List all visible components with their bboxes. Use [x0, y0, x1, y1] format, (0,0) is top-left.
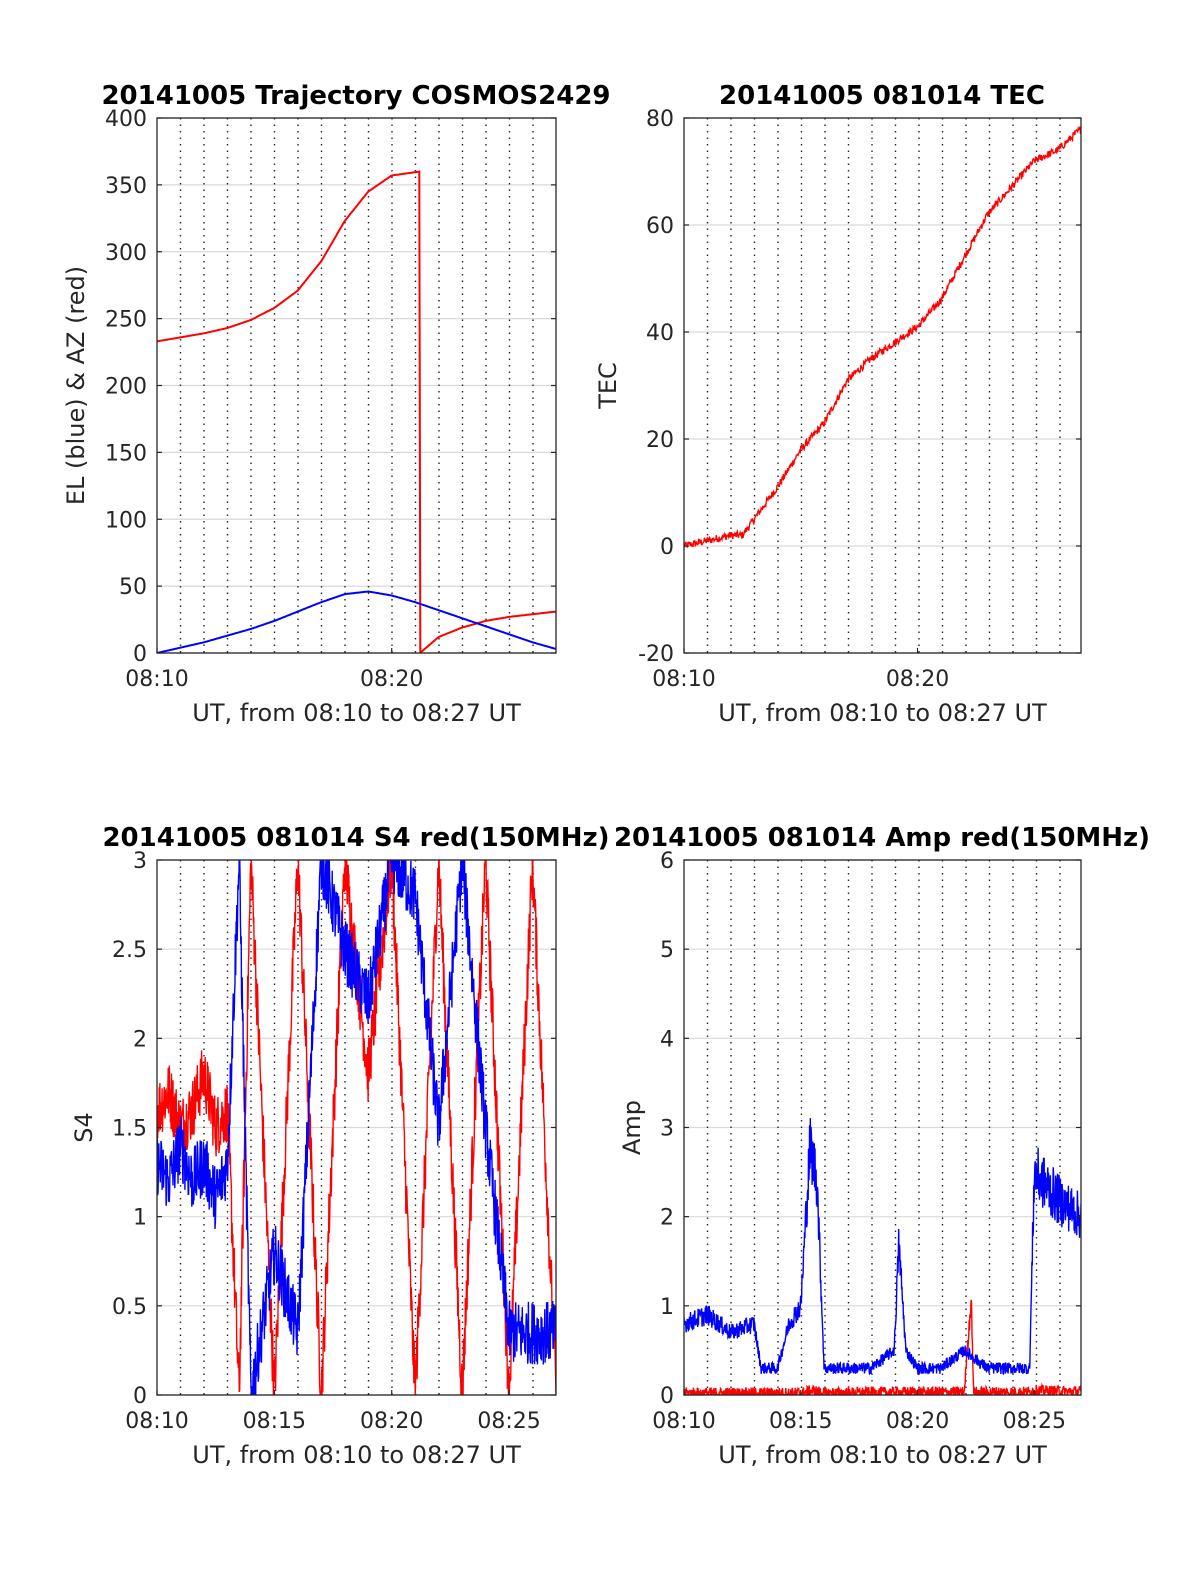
y-tick-label: 2 [660, 1206, 674, 1231]
series-line-1 [684, 125, 1081, 548]
x-tick-label: 08:25 [1003, 1409, 1066, 1434]
x-axis-label: UT, from 08:10 to 08:27 UT [718, 1441, 1047, 1469]
series-line-2 [157, 860, 556, 1395]
y-tick-label: 0 [133, 642, 147, 667]
series-line-2 [157, 590, 556, 653]
y-tick-label: 1.5 [112, 1117, 147, 1142]
y-tick-label: 60 [646, 214, 674, 239]
y-tick-label: 250 [105, 308, 147, 333]
y-axis-label: EL (blue) & AZ (red) [62, 266, 90, 505]
y-tick-label: 150 [105, 441, 147, 466]
y-tick-label: 2.5 [112, 938, 147, 963]
chart-title: 20141005 081014 Amp red(150MHz) [614, 823, 1150, 853]
x-tick-label: 08:15 [243, 1409, 306, 1434]
y-tick-label: 2 [133, 1027, 147, 1052]
y-tick-label: 20 [646, 428, 674, 453]
y-tick-label: 50 [119, 575, 147, 600]
x-tick-label: 08:20 [360, 1409, 423, 1434]
y-tick-label: 100 [105, 508, 147, 533]
y-tick-label: 200 [105, 375, 147, 400]
x-axis-label: UT, from 08:10 to 08:27 UT [192, 699, 521, 727]
chart-title: 20141005 081014 TEC [719, 81, 1045, 111]
y-tick-label: 0 [133, 1384, 147, 1409]
y-tick-label: 4 [660, 1027, 674, 1052]
series-line-2 [684, 1118, 1081, 1376]
y-tick-label: 300 [105, 241, 147, 266]
y-tick-label: 6 [660, 849, 674, 874]
chart-panel-4: 0 1 2 3 4 5 6 08:10 08:15 08:20 08:25 20141005 0810… [614, 823, 1150, 1469]
y-tick-label: 80 [646, 107, 674, 132]
plot-frame [683, 117, 1082, 654]
y-tick-label: 0 [660, 535, 674, 560]
x-tick-label: 08:10 [652, 667, 715, 692]
x-axis-label: UT, from 08:10 to 08:27 UT [718, 699, 1047, 727]
x-tick-label: 08:10 [125, 667, 188, 692]
x-axis-label: UT, from 08:10 to 08:27 UT [192, 1441, 521, 1469]
chart-panel-2: -20 0 20 40 60 80 08:10 08:20 20141005 081014 TE… [594, 81, 1082, 727]
x-tick-label: 08:20 [886, 1409, 949, 1434]
y-tick-label: 1 [133, 1206, 147, 1231]
x-tick-label: 08:20 [886, 667, 949, 692]
y-tick-label: 3 [133, 849, 147, 874]
y-tick-label: -20 [638, 642, 674, 667]
x-tick-label: 08:10 [652, 1409, 715, 1434]
y-tick-label: 1 [660, 1295, 674, 1320]
chart-title: 20141005 Trajectory COSMOS2429 [101, 81, 610, 111]
x-tick-label: 08:25 [477, 1409, 540, 1434]
y-tick-label: 400 [105, 107, 147, 132]
y-axis-label: TEC [594, 362, 622, 410]
y-tick-label: 40 [646, 321, 674, 346]
y-tick-label: 5 [660, 938, 674, 963]
y-tick-label: 350 [105, 174, 147, 199]
chart-panel-3: 0 0.5 1 1.5 2 2.5 3 08:10 08:15 08:20 08:25 2014100… [70, 823, 610, 1469]
y-axis-label: Amp [618, 1100, 646, 1155]
x-tick-label: 08:20 [360, 667, 423, 692]
series-line-1 [157, 170, 556, 653]
y-tick-label: 0.5 [112, 1295, 147, 1320]
chart-panel-1: 0 50 100 150 200 250 300 350 400 08:10 08:20 201410… [62, 81, 611, 727]
x-tick-label: 08:10 [125, 1409, 188, 1434]
x-tick-label: 08:15 [769, 1409, 832, 1434]
series-line-1 [684, 1299, 1081, 1395]
y-tick-label: 3 [660, 1117, 674, 1142]
chart-title: 20141005 081014 S4 red(150MHz) [102, 823, 609, 853]
y-tick-label: 0 [660, 1384, 674, 1409]
y-axis-label: S4 [70, 1112, 98, 1143]
